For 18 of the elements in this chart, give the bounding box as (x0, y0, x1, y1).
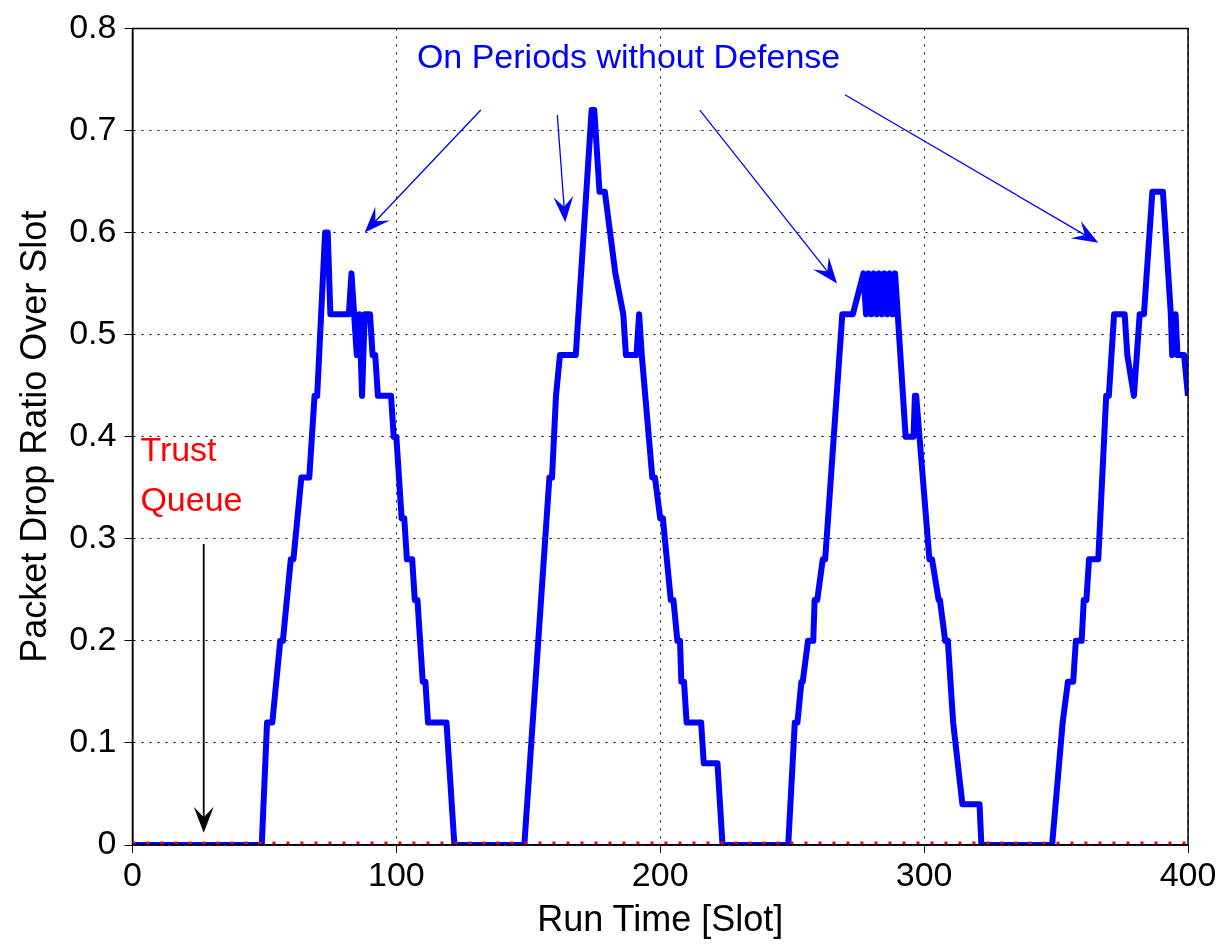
text: Trust Queue (140, 430, 243, 519)
x-tick-label: 400 (1159, 854, 1217, 893)
y-tick-label: 0.2 (69, 619, 117, 658)
y-tick-label: 0.7 (69, 108, 117, 147)
series-label: On Periods without Defense (416, 37, 841, 76)
y-axis-title: Packet Drop Ratio Over Slot (12, 210, 54, 663)
x-tick-label: 200 (631, 854, 689, 893)
x-tick-label: 100 (367, 854, 425, 893)
x-tick-label: 300 (895, 854, 953, 893)
y-tick-label: 0 (97, 823, 117, 862)
y-tick-label: 0.8 (69, 6, 117, 45)
y-tick-label: 0.1 (69, 721, 117, 760)
y-tick-label: 0.4 (69, 415, 117, 454)
y-tick-label: 0.5 (69, 313, 117, 351)
x-axis-title: Run Time [Slot] (537, 898, 784, 940)
y-tick-label: 0.3 (69, 517, 117, 556)
x-tick-label: 0 (123, 854, 142, 893)
y-tick-label: 0.6 (69, 210, 117, 249)
